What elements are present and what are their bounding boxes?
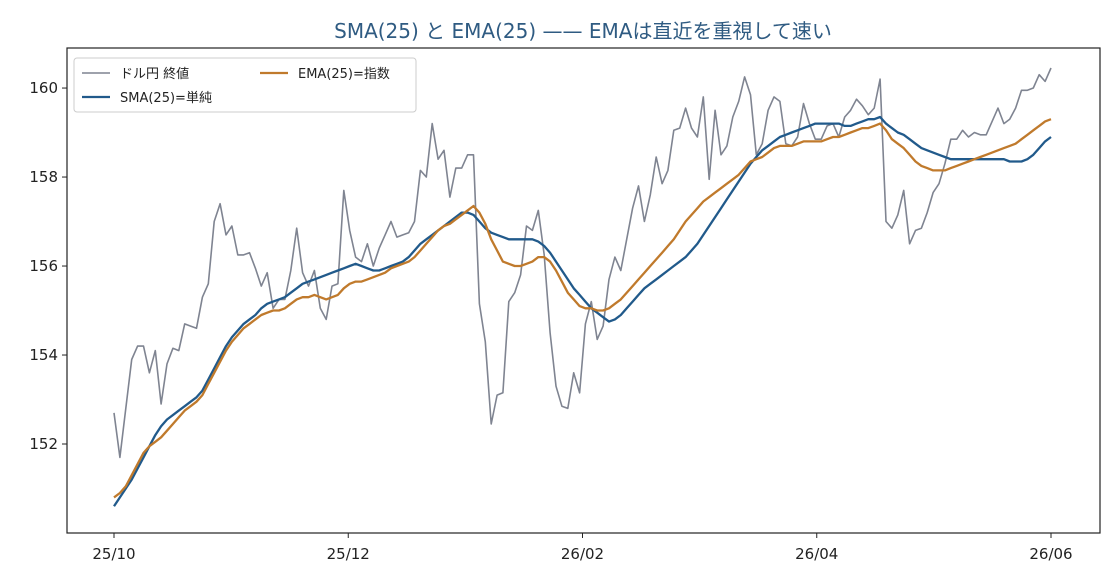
x-tick-label: 26/04 <box>795 545 838 563</box>
y-tick-label: 156 <box>29 257 58 275</box>
y-tick-label: 152 <box>29 435 58 453</box>
plot-frame <box>66 47 1101 534</box>
y-tick-label: 158 <box>29 168 58 186</box>
legend-label-1: SMA(25)=単純 <box>120 90 212 106</box>
y-tick-label: 160 <box>29 79 58 97</box>
x-tick-label: 25/10 <box>92 545 135 563</box>
x-tick-label: 25/12 <box>327 545 370 563</box>
series-line-2 <box>113 118 1052 499</box>
x-tick-label: 26/02 <box>561 545 604 563</box>
x-tick-label: 26/06 <box>1029 545 1072 563</box>
legend-box <box>73 57 417 113</box>
legend-label-2: EMA(25)=指数 <box>298 67 390 82</box>
chart-title: SMA(25) と EMA(25) —— EMAは直近を重視して速い <box>334 19 832 43</box>
x-axis: 25/10 25/12 26/02 26/04 26/06 <box>92 533 1073 563</box>
series-line-1 <box>113 115 1052 507</box>
legend-label-0: ドル円 終値 <box>120 66 189 82</box>
series-line-0 <box>113 67 1052 459</box>
y-tick-label: 154 <box>29 346 58 364</box>
legend: ドル円 終値 SMA(25)=単純 EMA(25)=指数 <box>73 57 417 113</box>
y-axis: 152 154 156 158 160 <box>29 79 67 453</box>
plot-area <box>66 47 1101 534</box>
